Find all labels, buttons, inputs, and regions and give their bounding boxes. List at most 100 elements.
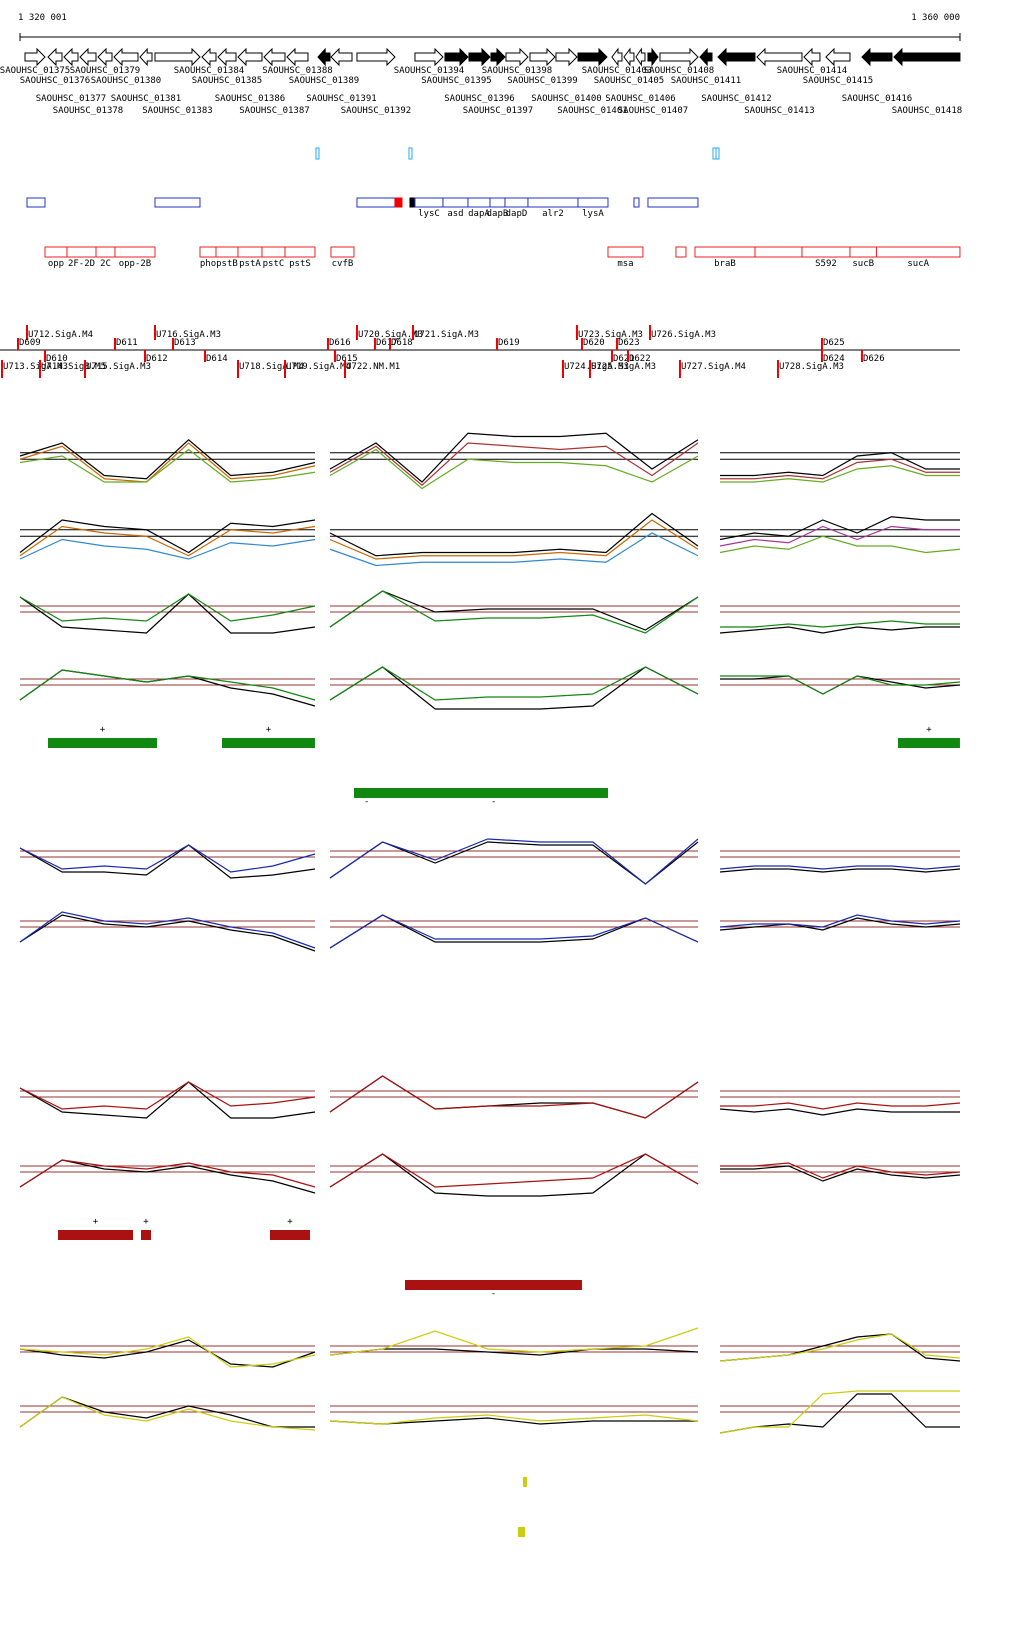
feature-box: [694, 246, 756, 258]
feature-box: [647, 197, 699, 208]
signal-trace-black: [720, 1165, 961, 1182]
gene-arrow: [635, 47, 646, 67]
feature-label: alr2: [542, 209, 564, 219]
signal-trace: [720, 1102, 961, 1110]
gene-arrow: [861, 47, 893, 67]
feature-label: dapD: [506, 209, 528, 219]
segment-strand: +: [266, 725, 272, 735]
segment-strand: +: [926, 725, 932, 735]
gene-label: SAOUHSC_01415: [803, 76, 873, 86]
segment-bar: [47, 738, 157, 748]
region-label: D618: [391, 338, 413, 348]
region-label: U714.SigB.M5: [41, 362, 106, 372]
feature-box: [875, 246, 961, 258]
gene-arrow: [577, 47, 608, 67]
region-label: D613: [174, 338, 196, 348]
gene-arrow: [286, 47, 309, 67]
segment-bar: [221, 738, 315, 748]
gene-arrow: [717, 47, 756, 67]
region-label: U722.NM.M1: [346, 362, 400, 372]
signal-trace: [19, 669, 316, 701]
cluster-trace: [329, 519, 699, 560]
feature-label: asd: [447, 209, 463, 219]
gene-arrow: [490, 47, 506, 67]
region-label: U719.SigA.M4: [286, 362, 351, 372]
feature-label: cvfB: [332, 259, 354, 269]
feature-box: [504, 197, 529, 208]
feature-box: [66, 246, 97, 258]
segment-bar: [522, 1477, 527, 1487]
signal-trace: [329, 666, 699, 701]
feature-box: [633, 197, 640, 208]
feature-label: sucB: [852, 259, 874, 269]
region-label: D611: [116, 338, 138, 348]
gene-label: SAOUHSC_01397: [463, 106, 533, 116]
signal-trace-black: [719, 1108, 960, 1116]
signal-trace-black: [19, 914, 316, 952]
gene-arrow: [414, 47, 444, 67]
gene-arrow: [893, 47, 961, 67]
cluster-trace: [719, 535, 961, 554]
feature-box: [675, 246, 687, 258]
feature-box: [489, 197, 506, 208]
gene-arrow: [555, 47, 578, 67]
region-label: D623: [618, 338, 640, 348]
region-label: D624: [823, 354, 845, 364]
signal-trace: [719, 1333, 961, 1362]
signal-trace: [19, 593, 316, 622]
feature-label: pstA: [239, 259, 261, 269]
gene-arrow: [611, 47, 623, 67]
feature-box: [215, 246, 239, 258]
region-label: D626: [863, 354, 885, 364]
gene-label: SAOUHSC_01403: [582, 66, 652, 76]
signal-trace-black: [19, 593, 316, 634]
feature-box: [467, 197, 491, 208]
gene-label: SAOUHSC_01387: [239, 106, 309, 116]
signal-trace-black: [329, 1153, 699, 1197]
gene-label: SAOUHSC_01386: [215, 94, 285, 104]
cluster-trace: [719, 525, 960, 547]
feature-box: [284, 246, 316, 258]
signal-trace-black: [19, 1081, 316, 1119]
region-label: U716.SigA.M3: [156, 330, 221, 340]
segment-strand: +: [100, 725, 106, 735]
signal-trace-black: [329, 666, 699, 710]
gene-arrow: [330, 47, 353, 67]
segment-strand: +: [143, 1217, 149, 1227]
gene-label: SAOUHSC_01389: [289, 76, 359, 86]
region-label: D622: [629, 354, 651, 364]
signal-trace: [329, 1327, 699, 1356]
gene-arrow: [237, 47, 263, 67]
gene-label: SAOUHSC_01377: [36, 94, 106, 104]
region-label: D609: [19, 338, 41, 348]
gene-label: SAOUHSC_01398: [482, 66, 552, 76]
signal-trace: [719, 1390, 960, 1434]
segment-bar: [141, 1230, 151, 1240]
gene-label: SAOUHSC_01378: [53, 106, 123, 116]
gene-arrow: [825, 47, 851, 67]
ruler-label: 1 320 001: [18, 13, 67, 23]
feature-box: [199, 246, 217, 258]
feature-box: [114, 246, 156, 258]
segment-strand: +: [93, 1217, 99, 1227]
feature-label: pstB: [216, 259, 238, 269]
gene-label: SAOUHSC_01391: [306, 94, 376, 104]
signal-trace-black: [329, 1348, 699, 1356]
cluster-trace: [19, 448, 316, 483]
segment-bar: [58, 1230, 133, 1240]
gene-label: SAOUHSC_01400: [531, 94, 601, 104]
gene-label: SAOUHSC_01416: [842, 94, 912, 104]
segment-strand: -: [491, 1289, 496, 1299]
region-label: U718.SigA.M4: [239, 362, 304, 372]
cluster-trace: [19, 519, 316, 554]
cluster-trace: [720, 465, 960, 483]
region-label: U721.SigA.M3: [414, 330, 479, 340]
cluster-trace: [19, 538, 316, 560]
gene-label: SAOUHSC_01407: [618, 106, 688, 116]
gene-label: SAOUHSC_01380: [91, 76, 161, 86]
region-label: U713.SigA.M3: [3, 362, 68, 372]
signal-trace-black: [19, 1339, 316, 1368]
cluster-trace: [329, 442, 699, 487]
feature-label: pstC: [263, 259, 285, 269]
